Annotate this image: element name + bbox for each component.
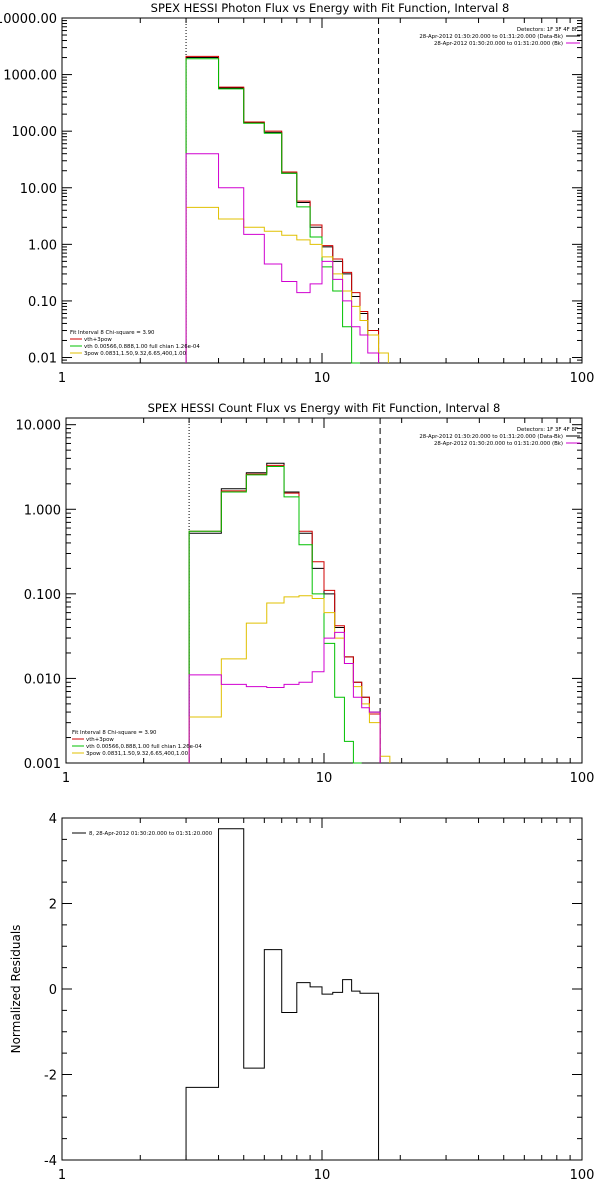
photon-flux-panel: SPEX HESSI Photon Flux vs Energy with Fi… (0, 1, 594, 386)
photon-y-tick-labels: 10000.00 1000.00 100.00 10.00 1.00 0.10 0.01 (0, 12, 57, 367)
residuals-x-tick-label: 10 (314, 1168, 331, 1183)
photon-detectors-label: Detectors: 1F 3F 4F 8F (517, 27, 578, 33)
count-legend-bk: 28-Apr-2012 01:30:20.000 to 01:31:20.000… (434, 441, 563, 447)
count-series-bk (188, 631, 381, 763)
photon-x-tick-labels: 1 10 100 (58, 371, 595, 386)
count-x-tick-label: 1 (62, 771, 70, 786)
photon-legend-bk: 28-Apr-2012 01:30:20.000 to 01:31:20.000… (434, 41, 563, 47)
count-y-tick-label: 0.100 (24, 588, 61, 603)
count-legend-data-bk: 28-Apr-2012 01:30:20.000 to 01:31:20.000… (419, 434, 563, 440)
photon-plot-frame (61, 17, 583, 364)
count-legend-top-right: Detectors: 1F 3F 4F 8F 28-Apr-2012 01:30… (419, 427, 580, 447)
photon-legend-data-bk: 28-Apr-2012 01:30:20.000 to 01:31:20.000… (419, 34, 563, 40)
count-series-vth (188, 466, 362, 764)
photon-y-tick-label: 1.00 (28, 238, 57, 253)
photon-x-tick-label: 1 (58, 371, 66, 386)
photon-y-tick-label: 0.01 (28, 352, 57, 367)
count-series-3pow (188, 595, 391, 763)
photon-series-group (185, 55, 389, 364)
photon-series-vth (185, 58, 360, 364)
residuals-y-axis-label: Normalized Residuals (9, 925, 23, 1054)
photon-axis-ticks (61, 17, 582, 364)
photon-series-vth-3pow (185, 55, 380, 363)
count-legend-3pow: 3pow 0.0831,1.50,9.32,6.65,400,1.00 (86, 751, 189, 757)
count-y-tick-label: 0.001 (24, 757, 61, 772)
residuals-series-8-28-apr-2012-01-30-20-000-to-01-31-20-000 (185, 828, 380, 1160)
photon-y-tick-label: 0.10 (28, 295, 57, 310)
photon-legend-top-right: Detectors: 1F 3F 4F 8F 28-Apr-2012 01:30… (419, 27, 580, 47)
count-y-tick-labels: 10.000 1.000 0.100 0.010 0.001 (16, 419, 62, 772)
photon-fit-header: Fit Interval 8 Chi-square = 3.90 (70, 330, 155, 336)
photon-y-tick-label: 10.00 (20, 182, 57, 197)
count-axis-ticks (65, 418, 582, 764)
count-y-tick-label: 0.010 (24, 672, 61, 687)
count-x-tick-label: 100 (570, 771, 595, 786)
photon-legend-vthpow: vth+3pow (84, 337, 112, 343)
residuals-y-tick-label: -4 (44, 1154, 57, 1169)
count-x-tick-label: 10 (316, 771, 333, 786)
residuals-y-tick-label: 2 (49, 898, 57, 913)
photon-legend-3pow: 3pow 0.0831,1.50,9.32,6.65,400,1.00 (84, 351, 187, 357)
photon-series-3pow (185, 206, 389, 363)
count-y-tick-label: 10.000 (16, 419, 62, 434)
residuals-legend: 8, 28-Apr-2012 01:30:20.000 to 01:31:20.… (72, 831, 213, 837)
residuals-y-tick-label: 0 (49, 983, 57, 998)
photon-series-bk (185, 153, 380, 363)
residuals-y-tick-label: 4 (49, 812, 57, 827)
count-legend-vth: vth 0.00566,0.888,1.00 full chian 1.26e-… (86, 744, 202, 750)
count-fit-range-lines (188, 418, 381, 763)
photon-fit-range-lines (185, 18, 380, 363)
count-y-tick-label: 1.000 (24, 503, 61, 518)
photon-chart-title: SPEX HESSI Photon Flux vs Energy with Fi… (151, 1, 510, 15)
photon-y-tick-label: 10000.00 (0, 12, 57, 27)
count-legend-bottom-left: Fit Interval 8 Chi-square = 3.90 vth+3po… (72, 730, 202, 757)
count-chart-title: SPEX HESSI Count Flux vs Energy with Fit… (148, 401, 501, 415)
residuals-y-tick-labels: 4 2 0 -2 -4 (44, 812, 57, 1169)
residuals-series-group (185, 828, 380, 1160)
count-series-data-bk (188, 462, 381, 763)
count-series-vth-3pow (188, 464, 381, 763)
residuals-x-tick-label: 1 (58, 1168, 66, 1183)
count-x-tick-labels: 1 10 100 (62, 771, 595, 786)
photon-legend-vth: vth 0.00566,0.888,1.00 full chian 1.26e-… (84, 344, 200, 350)
photon-legend-bottom-left: Fit Interval 8 Chi-square = 3.90 vth+3po… (70, 330, 200, 357)
count-fit-header: Fit Interval 8 Chi-square = 3.90 (72, 730, 157, 736)
photon-y-tick-label: 1000.00 (3, 69, 57, 84)
photon-x-tick-label: 10 (314, 371, 331, 386)
count-legend-vthpow: vth+3pow (86, 737, 114, 743)
residuals-x-tick-label: 100 (570, 1168, 595, 1183)
residuals-legend-label: 8, 28-Apr-2012 01:30:20.000 to 01:31:20.… (89, 831, 213, 837)
photon-y-tick-label: 100.00 (12, 125, 58, 140)
residuals-panel: Normalized Residuals 4 2 0 -2 -4 1 10 100 8, 2… (9, 812, 594, 1183)
photon-series-data-bk (185, 57, 380, 363)
count-series-group (188, 462, 391, 764)
count-detectors-label: Detectors: 1F 3F 4F 8F (517, 427, 578, 433)
photon-x-tick-label: 100 (570, 371, 595, 386)
residuals-axis-ticks (61, 817, 582, 1161)
residuals-y-tick-label: -2 (44, 1069, 57, 1084)
count-flux-panel: SPEX HESSI Count Flux vs Energy with Fit… (16, 401, 595, 786)
residuals-x-tick-labels: 1 10 100 (58, 1168, 595, 1183)
